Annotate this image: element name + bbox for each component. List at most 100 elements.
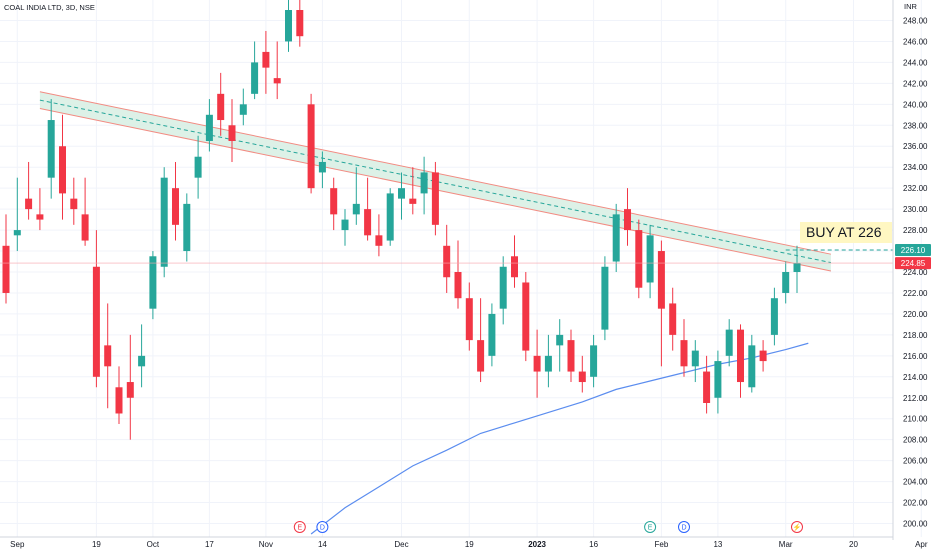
candle-body: [70, 198, 78, 210]
candle-body: [341, 219, 349, 231]
candle-body: [680, 340, 688, 367]
candle-body: [477, 340, 485, 372]
candle-body: [748, 345, 756, 388]
candle-body: [737, 329, 744, 383]
price-axis[interactable]: 200.00 202.00 204.00 206.00 208.00 210.00 212.…: [903, 16, 928, 528]
split-marker-label: ⚡: [793, 523, 802, 532]
candle-body: [81, 214, 89, 241]
buy-annotation[interactable]: BUY AT 226: [800, 222, 892, 243]
y-tick-label: 224.00: [903, 268, 928, 277]
x-tick-label: Oct: [147, 540, 160, 549]
candle-body: [183, 203, 191, 252]
candle-body: [36, 214, 44, 220]
x-tick-label: Nov: [259, 540, 273, 549]
candle-body: [59, 146, 66, 194]
x-tick-label: 16: [589, 540, 598, 549]
candle-body: [262, 51, 270, 68]
y-tick-label: 244.00: [903, 58, 928, 67]
y-tick-label: 248.00: [903, 16, 928, 25]
candle-body: [793, 263, 801, 272]
price-tags: 226.10 224.85: [895, 243, 931, 270]
candle-body: [205, 114, 213, 141]
candle-body: [273, 78, 281, 84]
y-tick-label: 236.00: [903, 142, 928, 151]
candle-body: [544, 355, 552, 372]
candle-body: [488, 313, 496, 356]
candles: [2, 0, 801, 440]
x-tick-label: 20: [849, 540, 858, 549]
x-tick-label: Apr: [915, 540, 928, 549]
current-price-line: [0, 249, 893, 264]
candle-body: [138, 355, 146, 367]
candle-body: [318, 161, 326, 173]
candle-body: [601, 266, 609, 330]
y-tick-label: 240.00: [903, 100, 928, 109]
candle-body: [330, 188, 338, 215]
candle-body: [420, 172, 428, 194]
candle-body: [691, 350, 699, 367]
candle-body: [443, 245, 451, 278]
candle-body: [228, 125, 236, 141]
candle-body: [624, 209, 631, 231]
candle-body: [398, 188, 405, 199]
candle-body: [409, 198, 417, 204]
candle-body: [296, 10, 304, 37]
candle-body: [25, 198, 33, 210]
x-tick-label: 14: [318, 540, 327, 549]
candle-body: [194, 156, 202, 178]
dividend-marker-label: D: [320, 525, 325, 532]
y-tick-label: 242.00: [903, 79, 928, 88]
candle-body: [2, 245, 10, 293]
buy-annotation-label: BUY AT 226: [806, 224, 882, 240]
candle-body: [703, 371, 711, 403]
x-tick-label: Feb: [655, 540, 669, 549]
candle-body: [782, 272, 790, 293]
candle-body: [251, 62, 259, 94]
event-markers: E D E D ⚡: [293, 521, 803, 533]
candle-body: [239, 104, 247, 115]
candle-body: [217, 93, 225, 121]
y-tick-label: 216.00: [903, 352, 928, 361]
candle-body: [375, 235, 383, 246]
y-tick-label: 222.00: [903, 289, 928, 298]
candle-body: [104, 345, 112, 367]
candle-body: [386, 193, 394, 241]
candle-body: [160, 177, 168, 267]
candle-body: [307, 104, 315, 189]
candle-body: [13, 230, 21, 236]
candle-body: [590, 345, 598, 377]
x-tick-label: 2023: [528, 540, 546, 549]
candle-body: [431, 172, 439, 225]
y-tick-label: 212.00: [903, 394, 928, 403]
candle-body: [759, 350, 767, 362]
price-tag-label: 224.85: [901, 259, 926, 268]
x-tick-label: 17: [205, 540, 214, 549]
y-tick-label: 218.00: [903, 331, 928, 340]
candle-body: [92, 266, 100, 377]
candle-body: [657, 251, 665, 309]
earnings-marker: [293, 521, 306, 533]
price-tag: [895, 257, 931, 270]
candle-body: [47, 120, 55, 178]
y-tick-label: 232.00: [903, 184, 928, 193]
ma-polyline: [310, 342, 809, 535]
y-tick-label: 200.00: [903, 520, 928, 529]
candle-body: [172, 188, 179, 225]
time-axis[interactable]: Sep 19 Oct 17 Nov 14 Dec 19 2023 16 Feb 13 Mar 20 Apr: [10, 540, 928, 549]
split-marker: [791, 521, 803, 533]
candle-body: [465, 298, 473, 341]
y-tick-label: 210.00: [903, 415, 928, 424]
channel-midline: [39, 99, 832, 264]
currency-label: INR: [904, 2, 918, 11]
earnings-marker-label: E: [648, 525, 653, 532]
candle-body: [533, 355, 541, 372]
y-tick-label: 214.00: [903, 373, 928, 382]
candle-body: [352, 203, 360, 215]
candle-body: [115, 387, 123, 414]
candle-body: [556, 334, 564, 346]
earnings-marker-label: E: [297, 525, 302, 532]
candle-body: [454, 272, 462, 299]
candle-body: [578, 371, 586, 383]
